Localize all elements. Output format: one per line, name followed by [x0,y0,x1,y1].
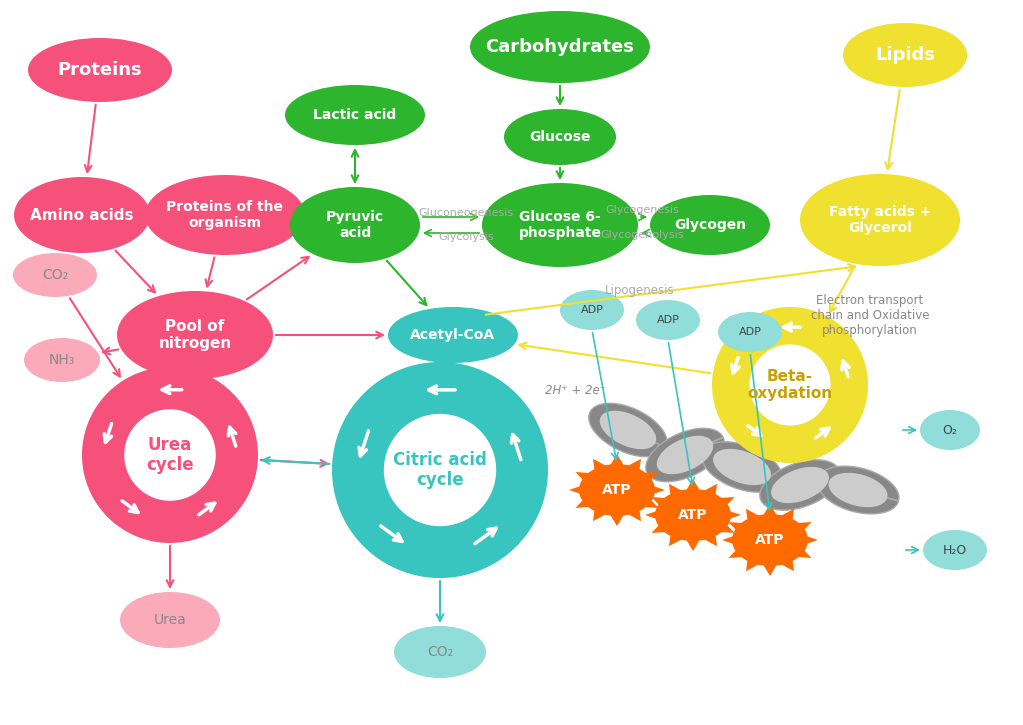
Text: Fatty acids +
Glycerol: Fatty acids + Glycerol [829,205,931,235]
Text: Amino acids: Amino acids [31,207,134,223]
PathPatch shape [332,362,548,578]
Text: Lipids: Lipids [875,46,935,64]
Text: Glycogenesis: Glycogenesis [605,205,679,215]
PathPatch shape [771,467,829,503]
Text: ADP: ADP [739,327,761,337]
Ellipse shape [732,514,808,566]
Text: Glucose 6-
phosphate: Glucose 6- phosphate [519,210,602,240]
PathPatch shape [644,479,741,551]
Text: Pyruvic
acid: Pyruvic acid [326,210,384,240]
PathPatch shape [657,436,713,474]
Ellipse shape [24,338,100,382]
Ellipse shape [650,195,770,255]
Text: ADP: ADP [581,305,604,315]
Text: Proteins of the
organism: Proteins of the organism [167,200,283,230]
PathPatch shape [646,428,724,481]
Ellipse shape [290,187,420,263]
Ellipse shape [14,177,150,253]
PathPatch shape [713,449,771,485]
Ellipse shape [920,410,980,450]
PathPatch shape [599,411,656,450]
Text: Urea
cycle: Urea cycle [146,436,193,474]
Text: ADP: ADP [657,315,679,325]
Ellipse shape [145,175,305,255]
Text: Urea: Urea [153,613,186,627]
Text: O₂: O₂ [942,423,958,436]
Text: Carbohydrates: Carbohydrates [486,38,634,56]
Text: Glycogen: Glycogen [674,218,746,232]
Ellipse shape [388,307,518,363]
Text: Acetyl-CoA: Acetyl-CoA [410,328,495,342]
Ellipse shape [504,109,616,165]
PathPatch shape [589,403,667,457]
PathPatch shape [760,460,840,510]
Ellipse shape [28,38,172,102]
PathPatch shape [702,442,783,492]
Text: 2H⁺ + 2e⁻: 2H⁺ + 2e⁻ [545,384,606,397]
Ellipse shape [120,592,220,648]
PathPatch shape [722,504,818,576]
Ellipse shape [843,23,967,87]
Ellipse shape [560,290,624,330]
Ellipse shape [117,291,273,379]
Text: Glycolysis: Glycolysis [438,232,494,242]
Text: CO₂: CO₂ [427,645,453,659]
Ellipse shape [636,300,700,340]
Text: ATP: ATP [755,533,785,547]
PathPatch shape [82,367,258,543]
Text: Lactic acid: Lactic acid [313,108,397,122]
Ellipse shape [800,174,960,266]
Text: Gluconeogenesis: Gluconeogenesis [418,208,514,218]
Text: Beta-
oxydation: Beta- oxydation [748,369,833,401]
Text: Citric acid
cycle: Citric acid cycle [393,451,487,489]
Text: Glycogenolysis: Glycogenolysis [601,230,683,240]
Text: Electron transport
chain and Oxidative
phosphorylation: Electron transport chain and Oxidative p… [811,294,929,336]
Ellipse shape [394,626,486,678]
Text: ATP: ATP [603,483,632,497]
Text: Pool of
nitrogen: Pool of nitrogen [159,319,231,351]
Ellipse shape [285,85,425,145]
Text: CO₂: CO₂ [42,268,69,282]
Ellipse shape [470,11,650,83]
Ellipse shape [579,464,655,516]
Ellipse shape [13,253,97,297]
Ellipse shape [923,530,987,570]
PathPatch shape [712,307,868,463]
Text: Lipogenesis: Lipogenesis [606,283,675,297]
Text: Proteins: Proteins [57,61,142,79]
Text: H₂O: H₂O [943,544,967,557]
Ellipse shape [655,489,731,541]
PathPatch shape [569,454,665,526]
Ellipse shape [718,312,782,352]
PathPatch shape [829,473,888,508]
Text: ATP: ATP [678,508,708,522]
PathPatch shape [817,466,899,514]
Ellipse shape [482,183,638,267]
Text: NH₃: NH₃ [49,353,75,367]
Text: Glucose: Glucose [529,130,590,144]
